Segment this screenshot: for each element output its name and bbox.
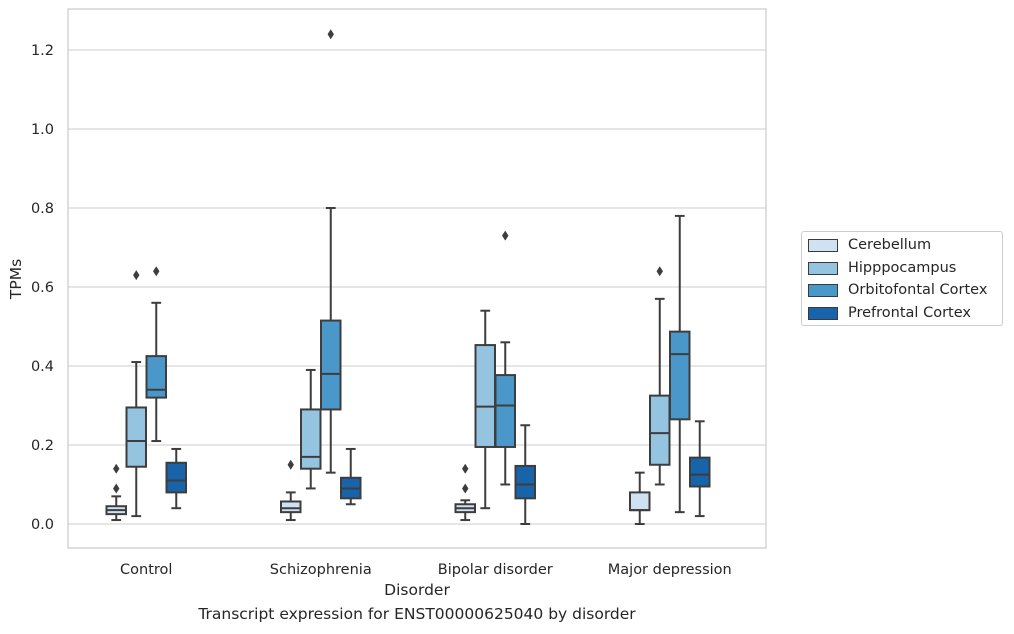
box-3-3 bbox=[689, 420, 711, 518]
outlier-point bbox=[113, 483, 120, 494]
x-axis-label: Disorder bbox=[384, 581, 450, 599]
outlier-point bbox=[462, 483, 469, 494]
x-tick-label: Major depression bbox=[608, 562, 732, 578]
box-0-1 bbox=[280, 459, 302, 522]
outlier-point bbox=[502, 230, 509, 241]
box-0-3 bbox=[629, 471, 651, 525]
legend-label-orbitofontal-cortex: Orbitofontal Cortex bbox=[848, 282, 988, 298]
box-3-1 bbox=[340, 447, 362, 506]
legend-item-hipppocampus: Hipppocampus bbox=[808, 258, 956, 278]
iqr-box bbox=[474, 344, 496, 448]
legend-label-cerebellum: Cerebellum bbox=[848, 237, 932, 253]
figure-caption: Transcript expression for ENST0000062504… bbox=[198, 605, 636, 623]
legend-swatch-cerebellum bbox=[808, 238, 838, 252]
outlier-point bbox=[287, 459, 294, 470]
box-layer bbox=[105, 29, 711, 525]
legend-label-hipppocampus: Hipppocampus bbox=[848, 260, 957, 276]
iqr-box bbox=[280, 500, 302, 514]
y-tick-label: 1.2 bbox=[31, 43, 54, 59]
x-tick-label: Bipolar disorder bbox=[438, 562, 553, 578]
y-tick-label: 1.0 bbox=[31, 122, 54, 138]
box-2-2 bbox=[494, 230, 516, 486]
box-1-2 bbox=[474, 309, 496, 510]
y-tick-label: 0.4 bbox=[31, 359, 54, 375]
iqr-box bbox=[514, 464, 536, 500]
x-tick-labels: Control Schizophrenia Bipolar disorder Majo… bbox=[120, 562, 732, 578]
iqr-box bbox=[649, 394, 671, 466]
y-tick-label: 0.8 bbox=[31, 201, 54, 217]
box-2-0 bbox=[145, 266, 167, 443]
iqr-box bbox=[300, 408, 322, 470]
legend-swatch-orbitofontal-cortex bbox=[808, 283, 838, 297]
y-tick-label: 0.6 bbox=[31, 280, 54, 296]
box-0-0 bbox=[105, 463, 127, 522]
iqr-box bbox=[320, 319, 342, 411]
gridlines bbox=[68, 49, 766, 525]
box-2-1 bbox=[320, 29, 342, 474]
legend-swatch-prefrontal-cortex bbox=[808, 306, 838, 320]
box-1-0 bbox=[125, 270, 147, 518]
plot-frame bbox=[67, 8, 767, 549]
outlier-point bbox=[133, 270, 140, 281]
box-3-0 bbox=[165, 447, 187, 510]
box-1-1 bbox=[300, 368, 322, 490]
outlier-point bbox=[113, 463, 120, 474]
legend-swatch-hipppocampus bbox=[808, 261, 838, 275]
y-axis-label: TPMs bbox=[7, 259, 25, 300]
iqr-box bbox=[669, 330, 691, 421]
outlier-point bbox=[656, 266, 663, 277]
legend-item-orbitofontal-cortex: Orbitofontal Cortex bbox=[808, 280, 987, 300]
box-2-3 bbox=[669, 214, 691, 514]
y-tick-label: 0.0 bbox=[31, 517, 54, 533]
iqr-box bbox=[494, 374, 516, 448]
box-0-2 bbox=[454, 463, 476, 522]
legend-item-cerebellum: Cerebellum bbox=[808, 235, 931, 255]
legend: Cerebellum Hipppocampus Orbitofontal Cor… bbox=[801, 231, 1003, 326]
legend-item-prefrontal-cortex: Prefrontal Cortex bbox=[808, 303, 971, 323]
box-1-3 bbox=[649, 266, 671, 486]
box-3-2 bbox=[514, 424, 536, 525]
iqr-box bbox=[145, 355, 167, 399]
y-tick-label: 0.2 bbox=[31, 438, 54, 454]
iqr-box bbox=[629, 491, 651, 512]
iqr-box bbox=[689, 456, 711, 488]
outlier-point bbox=[327, 29, 334, 40]
legend-label-prefrontal-cortex: Prefrontal Cortex bbox=[848, 305, 971, 321]
x-tick-label: Schizophrenia bbox=[270, 562, 372, 578]
iqr-box bbox=[165, 461, 187, 494]
iqr-box bbox=[125, 406, 147, 468]
x-tick-label: Control bbox=[120, 562, 172, 578]
outlier-point bbox=[462, 463, 469, 474]
y-tick-labels: 0.0 0.2 0.4 0.6 0.8 1.0 1.2 bbox=[31, 43, 54, 533]
outlier-point bbox=[153, 266, 160, 277]
